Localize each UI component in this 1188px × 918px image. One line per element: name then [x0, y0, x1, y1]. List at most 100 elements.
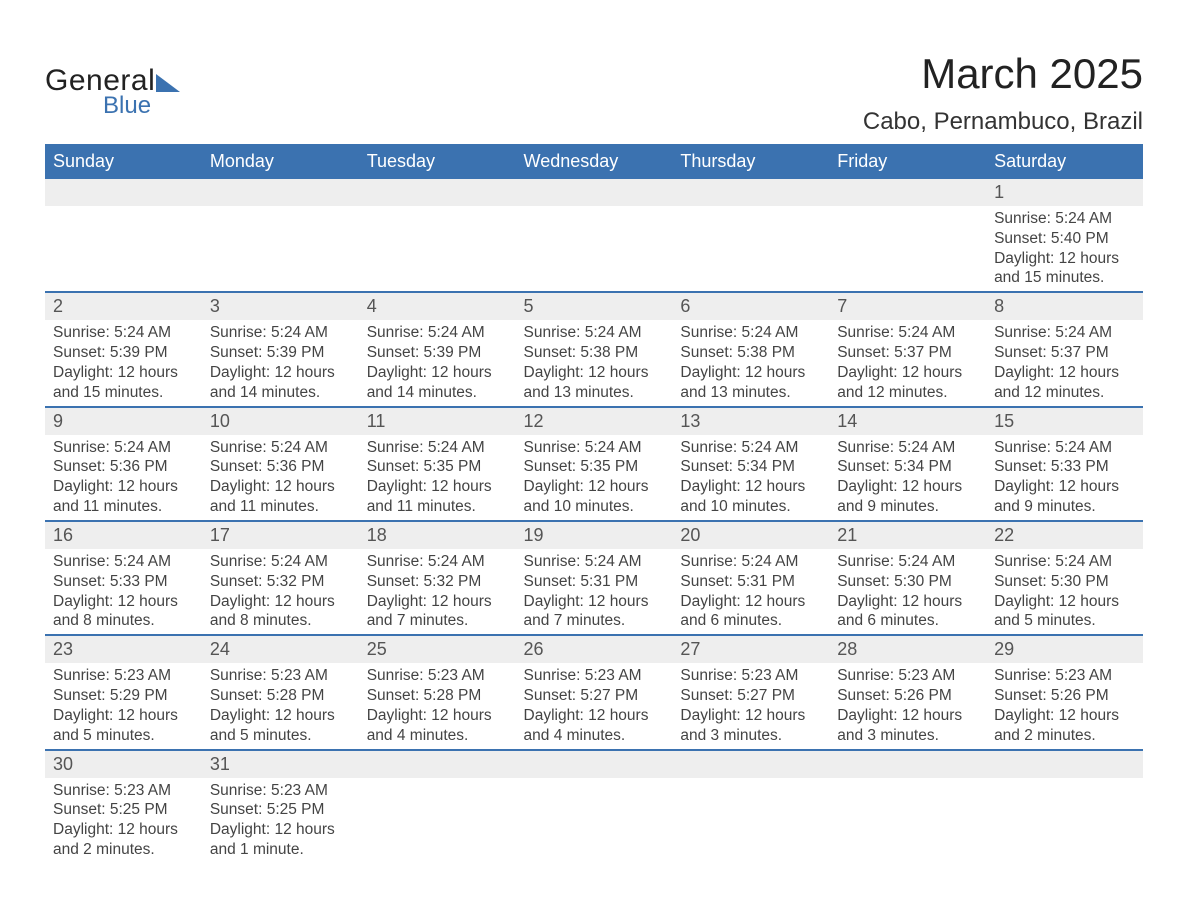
day-number: 6 [672, 293, 829, 320]
day-number [672, 751, 829, 778]
day-body [202, 206, 359, 216]
calendar-day-cell: 30Sunrise: 5:23 AMSunset: 5:25 PMDayligh… [45, 750, 202, 863]
day-line: Sunset: 5:34 PM [837, 457, 978, 477]
calendar-week-row: 1Sunrise: 5:24 AMSunset: 5:40 PMDaylight… [45, 179, 1143, 292]
day-number: 26 [516, 636, 673, 663]
day-body: Sunrise: 5:24 AMSunset: 5:35 PMDaylight:… [359, 435, 516, 520]
day-line: Daylight: 12 hours [680, 363, 821, 383]
calendar-day-cell [359, 179, 516, 292]
day-number: 28 [829, 636, 986, 663]
day-line: Daylight: 12 hours [994, 477, 1135, 497]
calendar-week-row: 23 Sunrise: 5:23 AM Sunset: 5:29 PM Dayligh… [45, 635, 1143, 749]
day-body [359, 206, 516, 216]
day-line: Sunset: 5:27 PM [680, 686, 821, 706]
day-line: and 3 minutes. [680, 726, 821, 746]
day-line: Daylight: 12 hours [53, 592, 194, 612]
day-line: Sunset: 5:37 PM [837, 343, 978, 363]
calendar-day-cell: 12Sunrise: 5:24 AMSunset: 5:35 PMDayligh… [516, 407, 673, 521]
day-line: Daylight: 12 hours [994, 363, 1135, 383]
day-body [359, 778, 516, 788]
weekday-header: Friday [829, 144, 986, 179]
day-number: 13 [672, 408, 829, 435]
day-line: Daylight: 12 hours [210, 477, 351, 497]
day-line: Daylight: 12 hours [837, 592, 978, 612]
day-line: Sunrise: 5:23 AM [994, 666, 1135, 686]
day-line: Sunrise: 5:23 AM [210, 666, 351, 686]
day-line: Sunset: 5:28 PM [210, 686, 351, 706]
day-body: Sunrise: 5:23 AMSunset: 5:28 PMDaylight:… [202, 663, 359, 748]
day-line: Sunset: 5:36 PM [210, 457, 351, 477]
day-line: Sunrise: 5:24 AM [994, 438, 1135, 458]
day-line: Daylight: 12 hours [53, 363, 194, 383]
day-body: Sunrise: 5:24 AMSunset: 5:31 PMDaylight:… [672, 549, 829, 634]
day-line: Sunrise: 5:24 AM [837, 323, 978, 343]
day-body: Sunrise: 5:23 AMSunset: 5:25 PMDaylight:… [45, 778, 202, 863]
calendar-day-cell: 18Sunrise: 5:24 AMSunset: 5:32 PMDayligh… [359, 521, 516, 635]
calendar-day-cell: 22Sunrise: 5:24 AMSunset: 5:30 PMDayligh… [986, 521, 1143, 635]
day-number: 3 [202, 293, 359, 320]
day-number: 27 [672, 636, 829, 663]
day-number: 12 [516, 408, 673, 435]
day-body: Sunrise: 5:24 AMSunset: 5:37 PMDaylight:… [986, 320, 1143, 405]
day-body: Sunrise: 5:24 AMSunset: 5:39 PMDaylight:… [45, 320, 202, 405]
day-line: Daylight: 12 hours [837, 706, 978, 726]
day-line: Sunset: 5:35 PM [367, 457, 508, 477]
day-number: 24 [202, 636, 359, 663]
day-line: Sunrise: 5:24 AM [367, 552, 508, 572]
day-line: Daylight: 12 hours [994, 706, 1135, 726]
day-line: Daylight: 12 hours [524, 592, 665, 612]
day-body [829, 206, 986, 216]
day-line: Sunrise: 5:24 AM [680, 323, 821, 343]
calendar-day-cell [359, 750, 516, 863]
day-line: Daylight: 12 hours [210, 363, 351, 383]
calendar-day-cell [986, 750, 1143, 863]
calendar-day-cell: 15Sunrise: 5:24 AMSunset: 5:33 PMDayligh… [986, 407, 1143, 521]
day-number: 31 [202, 751, 359, 778]
day-line: Sunset: 5:35 PM [524, 457, 665, 477]
day-number: 10 [202, 408, 359, 435]
day-line: Sunset: 5:29 PM [53, 686, 194, 706]
day-number: 11 [359, 408, 516, 435]
day-body: Sunrise: 5:24 AMSunset: 5:36 PMDaylight:… [45, 435, 202, 520]
day-line: Daylight: 12 hours [524, 363, 665, 383]
calendar-day-cell: 28Sunrise: 5:23 AMSunset: 5:26 PMDayligh… [829, 635, 986, 749]
day-line: Daylight: 12 hours [210, 820, 351, 840]
calendar-day-cell: 16Sunrise: 5:24 AMSunset: 5:33 PMDayligh… [45, 521, 202, 635]
day-line: and 7 minutes. [524, 611, 665, 631]
day-line: Sunrise: 5:24 AM [210, 323, 351, 343]
day-line: Sunset: 5:25 PM [53, 800, 194, 820]
day-line: Sunrise: 5:24 AM [994, 209, 1135, 229]
day-number: 20 [672, 522, 829, 549]
day-line: Sunset: 5:37 PM [994, 343, 1135, 363]
day-body: Sunrise: 5:24 AMSunset: 5:31 PMDaylight:… [516, 549, 673, 634]
day-body [672, 206, 829, 216]
day-body: Sunrise: 5:23 AMSunset: 5:26 PMDaylight:… [829, 663, 986, 748]
calendar-week-row: 9Sunrise: 5:24 AMSunset: 5:36 PMDaylight… [45, 407, 1143, 521]
day-number: 7 [829, 293, 986, 320]
calendar-day-cell: 6Sunrise: 5:24 AMSunset: 5:38 PMDaylight… [672, 292, 829, 406]
day-line: Sunrise: 5:23 AM [210, 781, 351, 801]
day-line: Sunrise: 5:24 AM [994, 323, 1135, 343]
calendar-week-row: 30Sunrise: 5:23 AMSunset: 5:25 PMDayligh… [45, 750, 1143, 863]
day-number: 30 [45, 751, 202, 778]
day-line: and 11 minutes. [53, 497, 194, 517]
day-number [829, 751, 986, 778]
day-body: Sunrise: 5:24 AMSunset: 5:30 PMDaylight:… [986, 549, 1143, 634]
day-number: 22 [986, 522, 1143, 549]
day-line: Sunrise: 5:24 AM [53, 438, 194, 458]
day-number [359, 751, 516, 778]
day-line: Sunset: 5:40 PM [994, 229, 1135, 249]
day-line: Sunset: 5:39 PM [210, 343, 351, 363]
calendar-day-cell [516, 179, 673, 292]
calendar-week-row: 2Sunrise: 5:24 AMSunset: 5:39 PMDaylight… [45, 292, 1143, 406]
day-line: Daylight: 12 hours [367, 592, 508, 612]
day-number: 23 [45, 636, 202, 663]
calendar-day-cell [45, 179, 202, 292]
day-line: and 4 minutes. [367, 726, 508, 746]
day-line: Daylight: 12 hours [210, 592, 351, 612]
calendar-week-row: 16Sunrise: 5:24 AMSunset: 5:33 PMDayligh… [45, 521, 1143, 635]
day-line: Daylight: 12 hours [210, 706, 351, 726]
day-line: and 9 minutes. [994, 497, 1135, 517]
day-number [359, 179, 516, 206]
day-body: Sunrise: 5:24 AMSunset: 5:39 PMDaylight:… [202, 320, 359, 405]
